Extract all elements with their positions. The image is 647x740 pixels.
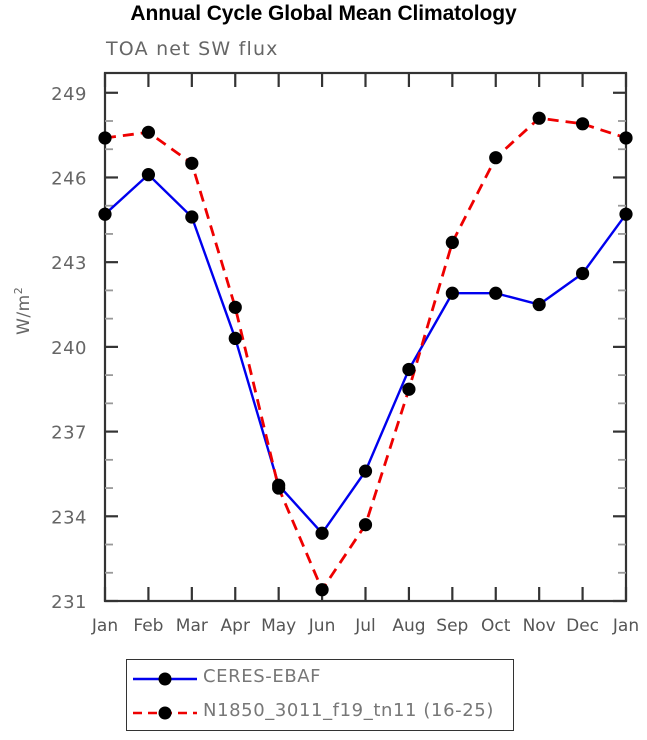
data-point bbox=[402, 382, 416, 396]
data-point bbox=[185, 210, 199, 224]
x-tick-label: Jul bbox=[354, 616, 376, 636]
legend-item-1[interactable]: N1850_3011_f19_tn11 (16-25) bbox=[127, 694, 513, 730]
data-point bbox=[489, 286, 503, 300]
data-point bbox=[532, 297, 546, 312]
data-point bbox=[445, 286, 459, 300]
legend-swatch-0 bbox=[133, 672, 197, 686]
x-tick-label: Oct bbox=[481, 616, 511, 636]
data-point bbox=[141, 125, 156, 139]
x-tick-label: Mar bbox=[176, 616, 208, 636]
data-point bbox=[575, 117, 590, 131]
x-tick-label: Sep bbox=[436, 616, 468, 636]
legend-label-1: N1850_3011_f19_tn11 (16-25) bbox=[203, 700, 494, 721]
data-point bbox=[358, 518, 373, 532]
data-point bbox=[98, 207, 112, 221]
series-line-0 bbox=[104, 172, 627, 536]
data-point bbox=[315, 583, 329, 597]
data-point bbox=[619, 131, 633, 145]
legend-swatch-1 bbox=[133, 706, 197, 720]
data-point bbox=[532, 111, 546, 125]
x-tick-label: Aug bbox=[392, 616, 425, 636]
data-point bbox=[228, 300, 242, 314]
y-tick-label: 237 bbox=[51, 423, 87, 444]
data-point bbox=[402, 362, 416, 377]
plot-area: 231 234 237 240 243 246 249 Jan Feb Mar Apr May Jun J… bbox=[51, 71, 639, 636]
page-title: Annual Cycle Global Mean Climatology bbox=[130, 2, 517, 25]
x-tick-label: Jan bbox=[612, 616, 639, 636]
y-tick-label: 240 bbox=[51, 338, 87, 359]
x-tick-label: Dec bbox=[566, 616, 599, 636]
x-tick-label: Apr bbox=[221, 616, 250, 636]
x-tick-label: May bbox=[261, 616, 296, 636]
y-tick-label: 246 bbox=[51, 168, 87, 189]
y-tick-label: 243 bbox=[51, 253, 87, 274]
legend-label-0: CERES-EBAF bbox=[203, 666, 322, 687]
data-point bbox=[575, 266, 590, 281]
legend: CERES-EBAF N1850_3011_f19_tn11 (16-25) bbox=[126, 659, 514, 731]
data-point bbox=[358, 464, 373, 478]
y-tick-label: 234 bbox=[51, 507, 87, 528]
x-tick-label: Feb bbox=[133, 616, 163, 636]
data-point bbox=[489, 151, 503, 165]
data-point bbox=[228, 331, 242, 346]
data-point bbox=[315, 526, 329, 540]
data-point bbox=[272, 481, 286, 495]
data-point bbox=[141, 168, 156, 182]
data-point bbox=[98, 131, 112, 145]
data-point bbox=[619, 207, 633, 221]
y-tick-label: 231 bbox=[51, 592, 87, 613]
legend-item-0[interactable]: CERES-EBAF bbox=[127, 660, 513, 696]
y-tick-label: 249 bbox=[51, 84, 87, 105]
x-tick-label: Jan bbox=[91, 616, 118, 636]
data-point bbox=[185, 156, 199, 170]
x-tick-label: Jun bbox=[308, 616, 336, 636]
data-point bbox=[445, 235, 459, 250]
chart-subtitle: TOA net SW flux bbox=[106, 38, 279, 60]
x-tick-label: Nov bbox=[523, 616, 556, 636]
